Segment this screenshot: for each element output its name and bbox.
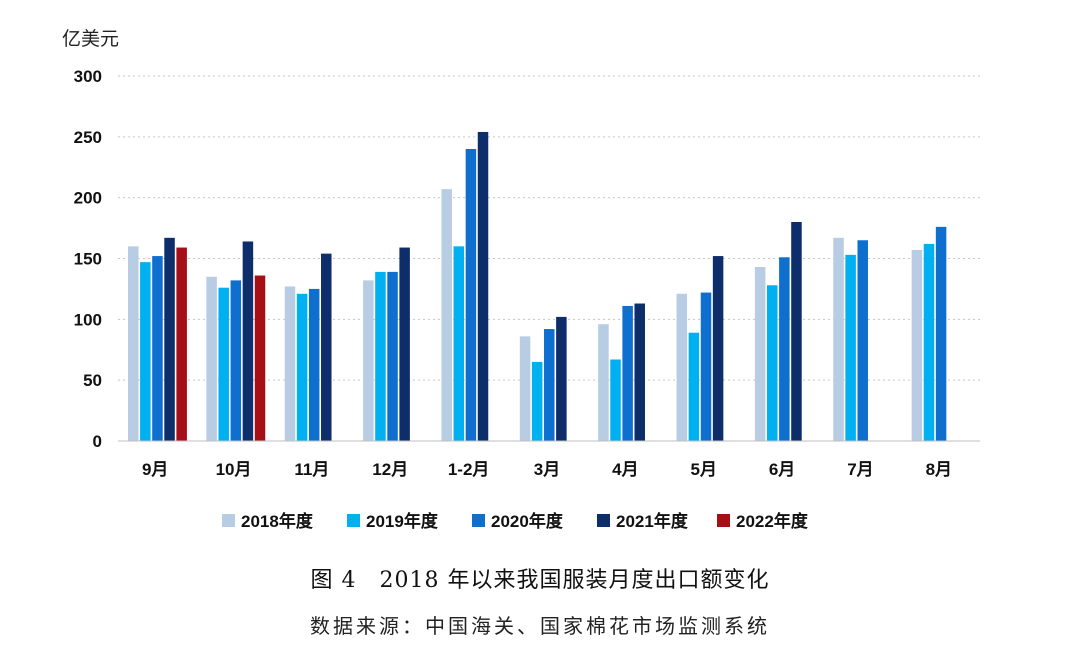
bar [676, 293, 688, 441]
x-tick-label: 5月 [690, 460, 716, 479]
x-tick-label: 3月 [534, 460, 560, 479]
bar [230, 280, 242, 441]
x-tick-label: 6月 [769, 460, 795, 479]
bar [218, 287, 229, 441]
y-tick-label: 0 [93, 432, 102, 451]
x-tick-label: 12月 [372, 460, 408, 479]
y-tick-label: 200 [74, 189, 102, 208]
y-axis-unit-label: 亿美元 [62, 28, 119, 50]
figure-title: 图 4 2018 年以来我国服装月度出口额变化 [310, 568, 770, 593]
bar [688, 332, 700, 441]
bar [465, 149, 477, 441]
x-tick-label: 7月 [847, 460, 873, 479]
bar [519, 336, 531, 441]
bar [622, 305, 633, 441]
x-tick-label: 1-2月 [448, 460, 490, 479]
bar-chart: 亿美元 0 50 100 150 200 250 300 9月 10月 11月 12月 1-2月 3月… [62, 28, 980, 531]
bar [935, 226, 947, 441]
legend-label: 2019年度 [366, 511, 439, 531]
x-tick-label: 4月 [612, 460, 638, 479]
bar [700, 292, 712, 441]
bar [296, 293, 308, 441]
figure-source: 数据来源：中国海关、国家棉花市场监测系统 [310, 614, 770, 638]
y-tick-label: 300 [74, 67, 102, 86]
bar [140, 262, 151, 441]
bar [441, 189, 452, 441]
x-axis-ticks: 9月 10月 11月 12月 1-2月 3月 4月 5月 6月 7月 8月 [142, 460, 952, 479]
x-tick-label: 10月 [216, 460, 252, 479]
y-tick-label: 100 [74, 310, 102, 329]
bar [308, 288, 320, 441]
legend-swatch [472, 514, 485, 527]
legend-swatch [717, 514, 730, 527]
bar [767, 285, 778, 441]
bar [363, 280, 374, 441]
legend-swatch [222, 514, 235, 527]
bar [375, 271, 386, 441]
bar [242, 241, 254, 441]
bar [556, 316, 567, 441]
legend-swatch [347, 514, 360, 527]
y-tick-label: 250 [74, 128, 102, 147]
bar [128, 246, 139, 441]
legend-label: 2020年度 [491, 511, 564, 531]
legend-swatch [597, 514, 610, 527]
bar [254, 275, 266, 441]
bar [152, 256, 163, 441]
bar [598, 324, 609, 441]
bar [164, 237, 175, 441]
y-tick-label: 50 [83, 371, 102, 390]
bar [712, 256, 724, 441]
bar [634, 303, 645, 441]
bar [911, 249, 923, 441]
bar [284, 286, 296, 441]
bar [791, 222, 802, 441]
bar [399, 247, 410, 441]
bar [387, 271, 398, 441]
bar [845, 254, 856, 441]
legend: 2018年度 2019年度 2020年度 2021年度 2022年度 [222, 511, 809, 531]
legend-label: 2022年度 [736, 511, 809, 531]
x-tick-label: 11月 [294, 460, 329, 479]
bar [477, 131, 489, 441]
bar [453, 246, 465, 441]
bar [321, 253, 332, 441]
bar [610, 359, 621, 441]
legend-label: 2018年度 [241, 511, 314, 531]
bar [754, 267, 766, 441]
bar [544, 329, 555, 441]
y-tick-label: 150 [74, 250, 102, 269]
y-axis-ticks: 0 50 100 150 200 250 300 [74, 67, 102, 451]
x-tick-label: 9月 [142, 460, 168, 479]
bar [857, 240, 868, 441]
bar [833, 237, 844, 441]
bar [923, 243, 935, 441]
bar [531, 361, 543, 441]
legend-label: 2021年度 [616, 511, 689, 531]
bar [206, 276, 217, 441]
bar [779, 257, 790, 441]
bars [128, 131, 947, 441]
x-tick-label: 8月 [926, 460, 952, 479]
bar [176, 247, 187, 441]
